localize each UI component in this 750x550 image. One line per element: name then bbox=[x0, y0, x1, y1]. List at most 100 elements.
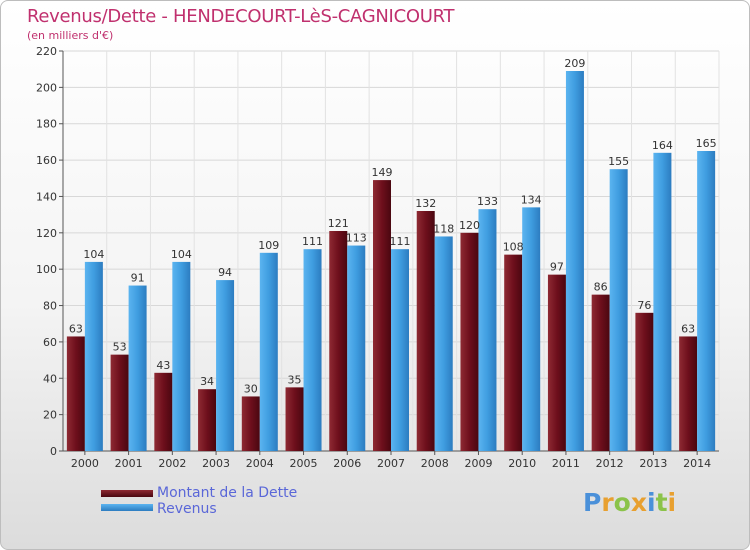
x-tick-label: 2001 bbox=[115, 457, 143, 470]
data-label-revenus: 133 bbox=[477, 195, 498, 208]
data-label-dette: 121 bbox=[328, 217, 349, 230]
x-tick-label: 2008 bbox=[421, 457, 449, 470]
x-tick-label: 2013 bbox=[639, 457, 667, 470]
chart-title: Revenus/Dette - HENDECOURT-LèS-CAGNICOUR… bbox=[27, 6, 455, 27]
bar-revenus bbox=[347, 245, 366, 451]
bar-revenus bbox=[434, 236, 453, 451]
data-label-revenus: 111 bbox=[302, 235, 323, 248]
data-label-revenus: 94 bbox=[218, 266, 232, 279]
legend-swatch-revenus bbox=[101, 504, 153, 511]
data-label-dette: 63 bbox=[681, 322, 695, 335]
bar-revenus bbox=[653, 152, 672, 451]
data-label-dette: 35 bbox=[288, 373, 302, 386]
data-label-dette: 149 bbox=[372, 166, 393, 179]
bar-dette bbox=[329, 231, 348, 451]
legend-label-revenus: Revenus bbox=[157, 501, 217, 517]
data-label-dette: 86 bbox=[594, 281, 608, 294]
x-tick-label: 2007 bbox=[377, 457, 405, 470]
data-label-dette: 34 bbox=[200, 375, 214, 388]
legend-label-dette: Montant de la Dette bbox=[157, 485, 298, 501]
logo-letter: P bbox=[583, 488, 602, 517]
bar-dette bbox=[504, 254, 523, 451]
x-tick-label: 2009 bbox=[464, 457, 492, 470]
bar-revenus bbox=[259, 252, 278, 451]
bar-revenus bbox=[303, 249, 322, 451]
bar-dette bbox=[591, 294, 610, 451]
data-label-dette: 53 bbox=[113, 341, 127, 354]
bars bbox=[66, 71, 716, 451]
data-label-revenus: 109 bbox=[258, 239, 279, 252]
logo-letter: r bbox=[601, 488, 614, 517]
logo-letter: o bbox=[613, 488, 631, 517]
x-tick-label: 2003 bbox=[202, 457, 230, 470]
bar-chart: 0 20 40 60 80 100 120 140 160 180 200 220 2000 2001 20… bbox=[36, 45, 720, 470]
x-tick-label: 2004 bbox=[246, 457, 274, 470]
data-label-revenus: 91 bbox=[131, 272, 145, 285]
logo-letter: x bbox=[630, 488, 647, 517]
bar-dette bbox=[373, 180, 391, 451]
data-label-dette: 108 bbox=[503, 241, 524, 254]
data-label-revenus: 209 bbox=[564, 57, 585, 70]
y-tick-label: 140 bbox=[36, 190, 57, 203]
bar-dette bbox=[154, 372, 173, 451]
legend-swatch-dette bbox=[101, 490, 153, 497]
data-label-revenus: 104 bbox=[171, 248, 192, 261]
bar-dette bbox=[241, 396, 260, 451]
data-label-revenus: 165 bbox=[696, 137, 717, 150]
bar-dette bbox=[679, 336, 698, 451]
logo-letter: t bbox=[655, 488, 668, 517]
x-tick-label: 2006 bbox=[333, 457, 361, 470]
bar-revenus bbox=[216, 280, 235, 451]
x-tick-label: 2014 bbox=[683, 457, 711, 470]
data-label-revenus: 113 bbox=[346, 232, 367, 245]
data-label-dette: 76 bbox=[637, 299, 651, 312]
data-label-revenus: 118 bbox=[433, 222, 454, 235]
x-tick-label: 2012 bbox=[596, 457, 624, 470]
axes: 0 20 40 60 80 100 120 140 160 180 200 220 2000 2001 20… bbox=[36, 45, 719, 470]
x-tick-label: 2000 bbox=[71, 457, 99, 470]
data-label-dette: 97 bbox=[550, 261, 564, 274]
data-label-dette: 120 bbox=[459, 219, 480, 232]
y-tick-label: 180 bbox=[36, 118, 57, 131]
data-label-revenus: 164 bbox=[652, 139, 673, 152]
data-label-dette: 63 bbox=[69, 322, 83, 335]
data-label-revenus: 104 bbox=[83, 248, 104, 261]
y-tick-label: 200 bbox=[36, 81, 57, 94]
bar-revenus bbox=[697, 151, 716, 451]
bar-revenus bbox=[128, 285, 147, 451]
y-tick-label: 220 bbox=[36, 45, 57, 58]
data-label-revenus: 155 bbox=[608, 155, 629, 168]
bar-dette bbox=[110, 354, 129, 451]
bar-revenus bbox=[172, 261, 191, 451]
bar-revenus bbox=[522, 207, 541, 451]
proxiti-logo: Proxiti bbox=[583, 488, 676, 517]
bar-dette bbox=[635, 312, 654, 451]
data-label-dette: 43 bbox=[156, 359, 170, 372]
bar-revenus bbox=[84, 261, 103, 451]
y-tick-label: 160 bbox=[36, 154, 57, 167]
x-tick-label: 2011 bbox=[552, 457, 580, 470]
bar-revenus bbox=[478, 209, 497, 451]
bar-dette bbox=[547, 274, 566, 451]
y-tick-label: 0 bbox=[50, 445, 57, 458]
x-tick-label: 2010 bbox=[508, 457, 536, 470]
bar-dette bbox=[198, 389, 217, 451]
x-tick-label: 2002 bbox=[158, 457, 186, 470]
bar-revenus bbox=[565, 71, 584, 451]
chart-subtitle: (en milliers d'€) bbox=[27, 29, 114, 42]
y-tick-label: 120 bbox=[36, 227, 57, 240]
bar-dette bbox=[66, 336, 85, 451]
logo-letter: i bbox=[667, 488, 677, 517]
data-label-dette: 30 bbox=[244, 382, 258, 395]
data-label-revenus: 111 bbox=[390, 235, 411, 248]
bar-revenus bbox=[391, 249, 409, 451]
y-tick-label: 60 bbox=[43, 336, 57, 349]
data-label-revenus: 134 bbox=[521, 193, 542, 206]
y-tick-label: 40 bbox=[43, 372, 57, 385]
bar-dette bbox=[285, 387, 304, 451]
data-labels: 63 104 53 91 43 104 34 94 30 109 35 111 121 113 149 111… bbox=[69, 57, 717, 395]
y-tick-label: 80 bbox=[43, 300, 57, 313]
bar-revenus bbox=[609, 169, 628, 451]
y-tick-label: 100 bbox=[36, 263, 57, 276]
